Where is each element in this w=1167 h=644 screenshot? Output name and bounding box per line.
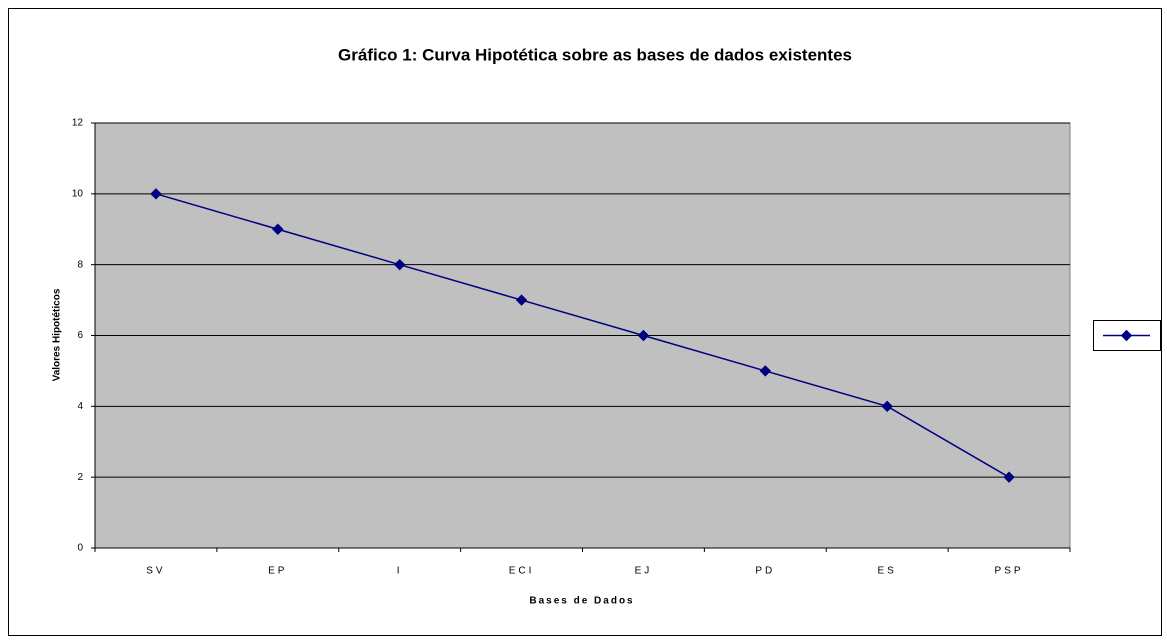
x-tick-label: I <box>397 566 403 577</box>
y-tick-label: 12 <box>72 118 84 129</box>
x-tick-label: EJ <box>635 566 653 577</box>
y-tick-label: 10 <box>72 188 84 199</box>
series-line <box>155 193 1010 478</box>
x-tick-label: ES <box>878 566 897 577</box>
x-tick-label: SV <box>146 566 165 577</box>
data-point <box>515 294 528 306</box>
data-point <box>272 223 284 235</box>
data-point <box>1003 471 1015 483</box>
x-tick-label: PSP <box>995 566 1024 577</box>
x-tick-label: ECI <box>509 566 535 577</box>
y-tick-label: 8 <box>77 259 83 270</box>
y-tick-label: 6 <box>77 330 83 341</box>
legend-marker <box>1120 329 1133 342</box>
data-point <box>881 400 893 413</box>
y-tick-label: 0 <box>77 543 83 554</box>
y-tick-label: 2 <box>77 472 83 483</box>
x-tick-label: PD <box>755 566 775 577</box>
y-axis-label: Valores Hipotéticos <box>52 288 63 381</box>
data-point <box>393 258 406 271</box>
data-point <box>759 365 772 377</box>
y-tick-label: 4 <box>77 401 83 412</box>
data-point <box>637 329 650 342</box>
x-axis-label: Bases de Dados <box>529 596 634 607</box>
chart-title: Gráfico 1: Curva Hipotética sobre as bas… <box>338 45 852 64</box>
data-point <box>150 188 162 200</box>
x-tick-label: EP <box>268 566 287 577</box>
